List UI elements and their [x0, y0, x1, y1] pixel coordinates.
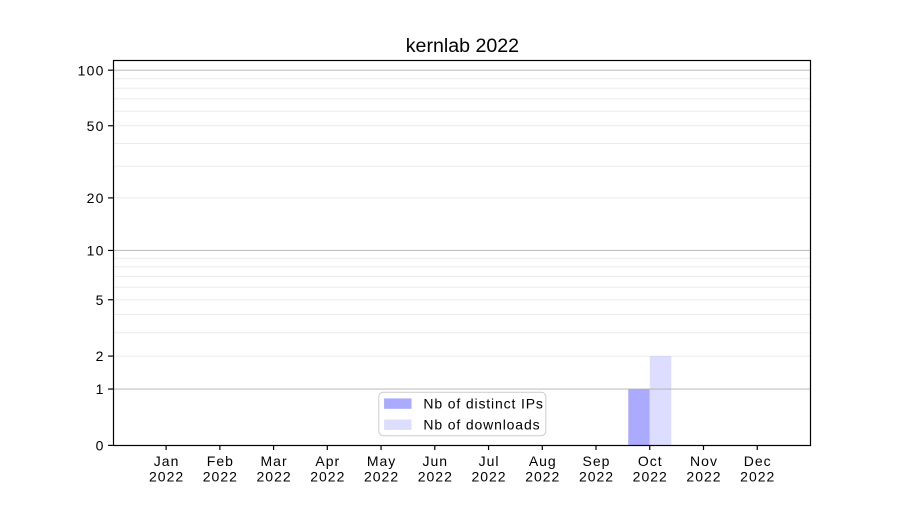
- svg-text:2022: 2022: [149, 469, 184, 485]
- svg-text:5: 5: [96, 292, 105, 308]
- svg-text:Sep: Sep: [583, 453, 611, 469]
- svg-text:kernlab 2022: kernlab 2022: [406, 35, 519, 57]
- svg-text:2022: 2022: [418, 469, 453, 485]
- svg-text:2022: 2022: [471, 469, 506, 485]
- svg-text:Nb of distinct IPs: Nb of distinct IPs: [423, 396, 543, 412]
- svg-text:20: 20: [87, 190, 105, 206]
- svg-text:2022: 2022: [525, 469, 560, 485]
- svg-text:1: 1: [96, 381, 105, 397]
- svg-text:Jan: Jan: [154, 453, 180, 469]
- svg-text:Mar: Mar: [261, 453, 288, 469]
- svg-text:Jul: Jul: [479, 453, 500, 469]
- svg-text:Feb: Feb: [207, 453, 234, 469]
- svg-text:2022: 2022: [364, 469, 399, 485]
- svg-text:2022: 2022: [740, 469, 775, 485]
- svg-text:Oct: Oct: [638, 453, 663, 469]
- svg-text:2022: 2022: [579, 469, 614, 485]
- svg-text:2022: 2022: [633, 469, 668, 485]
- svg-text:Nov: Nov: [690, 453, 718, 469]
- svg-text:10: 10: [87, 243, 105, 259]
- svg-text:50: 50: [87, 118, 105, 134]
- svg-text:Dec: Dec: [744, 453, 772, 469]
- svg-text:Apr: Apr: [315, 453, 340, 469]
- svg-text:0: 0: [96, 438, 105, 454]
- svg-text:Nb of downloads: Nb of downloads: [423, 417, 540, 433]
- svg-text:2: 2: [96, 348, 105, 364]
- svg-text:2022: 2022: [686, 469, 721, 485]
- svg-text:2022: 2022: [257, 469, 292, 485]
- svg-text:2022: 2022: [203, 469, 238, 485]
- svg-text:Aug: Aug: [529, 453, 557, 469]
- svg-text:2022: 2022: [310, 469, 345, 485]
- svg-text:Jun: Jun: [423, 453, 449, 469]
- svg-text:100: 100: [78, 62, 105, 78]
- svg-text:May: May: [367, 453, 396, 469]
